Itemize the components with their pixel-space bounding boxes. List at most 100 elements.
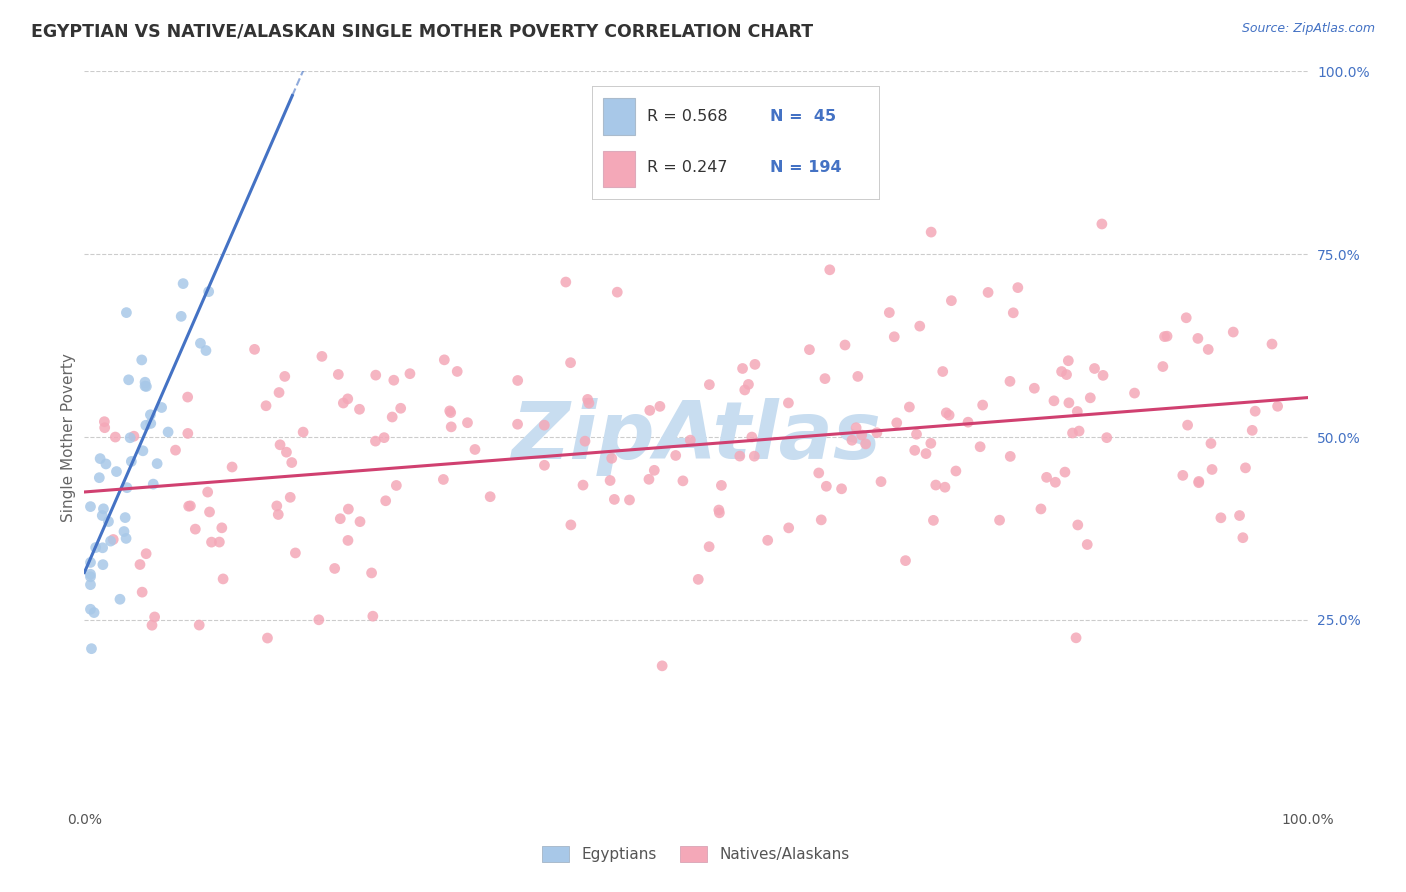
Point: [908, 319, 931, 334]
Point: [1050, 365, 1073, 379]
Point: [100, 534, 122, 549]
Point: [969, 440, 991, 454]
Point: [103, 533, 125, 547]
Point: [841, 434, 863, 448]
Point: [651, 658, 673, 673]
Point: [934, 480, 956, 494]
Point: [198, 505, 221, 519]
Point: [1241, 423, 1264, 437]
Point: [1029, 502, 1052, 516]
Point: [332, 396, 354, 410]
Point: [851, 428, 873, 442]
Point: [150, 401, 173, 415]
Point: [108, 592, 131, 607]
Point: [120, 454, 142, 468]
Point: [1002, 306, 1025, 320]
Point: [1187, 331, 1209, 345]
Point: [308, 613, 330, 627]
Point: [560, 356, 582, 370]
Point: [212, 572, 235, 586]
Point: [1234, 461, 1257, 475]
Point: [870, 475, 893, 489]
Point: [439, 404, 461, 418]
Point: [115, 481, 138, 495]
Point: [1188, 475, 1211, 489]
Point: [385, 478, 408, 492]
Point: [389, 401, 412, 416]
Point: [533, 458, 555, 473]
Point: [648, 400, 671, 414]
Point: [104, 430, 127, 444]
Point: [329, 512, 352, 526]
Point: [894, 553, 917, 567]
Point: [274, 369, 297, 384]
Point: [79, 602, 101, 616]
Point: [440, 406, 463, 420]
Point: [266, 499, 288, 513]
Point: [114, 510, 136, 524]
Point: [1000, 450, 1022, 464]
Point: [94, 457, 117, 471]
Point: [157, 425, 180, 439]
Point: [256, 631, 278, 645]
Point: [734, 383, 756, 397]
Point: [1062, 425, 1084, 440]
Point: [1024, 381, 1046, 395]
Point: [141, 618, 163, 632]
Point: [506, 417, 529, 432]
Point: [977, 285, 1000, 300]
Point: [925, 478, 948, 492]
Point: [208, 535, 231, 549]
Point: [446, 364, 468, 378]
Point: [139, 417, 162, 431]
Point: [91, 558, 114, 572]
Point: [105, 465, 128, 479]
Point: [188, 618, 211, 632]
Point: [1067, 424, 1090, 438]
Point: [935, 406, 957, 420]
Text: ZipAtlas: ZipAtlas: [510, 398, 882, 476]
Point: [688, 573, 710, 587]
Point: [328, 368, 350, 382]
Point: [1197, 343, 1219, 357]
Point: [278, 491, 301, 505]
Point: [1201, 462, 1223, 476]
Point: [619, 492, 641, 507]
Point: [142, 477, 165, 491]
Point: [1056, 368, 1078, 382]
Point: [905, 427, 928, 442]
Point: [672, 474, 695, 488]
Point: [744, 357, 766, 371]
Point: [886, 416, 908, 430]
Point: [361, 609, 384, 624]
Point: [1095, 431, 1118, 445]
Point: [243, 343, 266, 357]
Point: [381, 409, 404, 424]
Point: [506, 374, 529, 388]
Point: [83, 606, 105, 620]
Point: [131, 353, 153, 368]
Point: [134, 379, 156, 393]
Point: [1123, 386, 1146, 401]
Point: [337, 502, 360, 516]
Point: [349, 402, 371, 417]
Point: [599, 474, 621, 488]
Point: [134, 376, 156, 390]
Point: [845, 421, 868, 435]
Point: [456, 416, 478, 430]
Point: [922, 513, 945, 527]
Point: [89, 471, 111, 485]
Point: [1175, 310, 1198, 325]
Point: [146, 457, 169, 471]
Point: [554, 275, 576, 289]
Point: [176, 390, 198, 404]
Point: [143, 610, 166, 624]
Point: [576, 392, 599, 407]
Point: [79, 567, 101, 582]
Point: [311, 350, 333, 364]
Point: [731, 361, 754, 376]
Point: [91, 541, 114, 555]
Point: [988, 513, 1011, 527]
Point: [254, 399, 277, 413]
Point: [1209, 510, 1232, 524]
